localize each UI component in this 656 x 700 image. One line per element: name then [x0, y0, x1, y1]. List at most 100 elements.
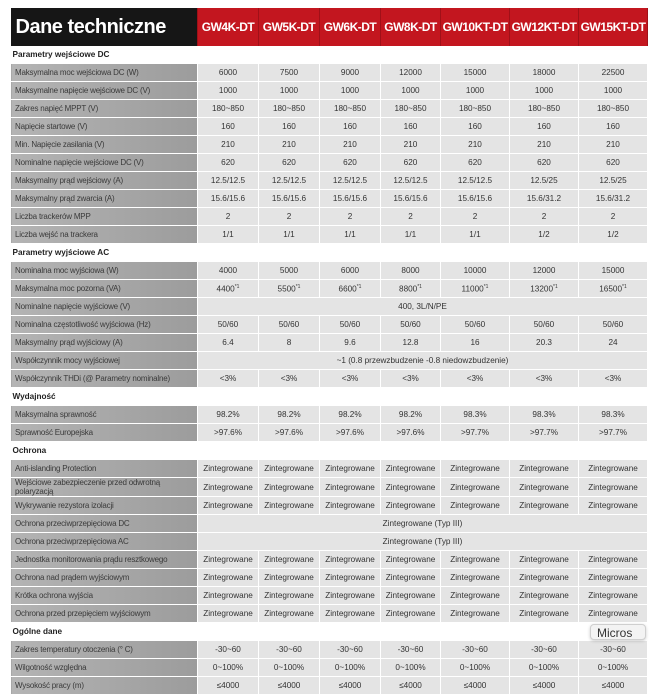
table-row: Współczynnik THDi (@ Parametry nominalne… [10, 369, 648, 388]
table-row: Liczba wejść na trackera 1/1 1/1 1/1 1/1 1/1 1… [10, 225, 648, 244]
value-cell: 15000 [578, 261, 648, 280]
value-text: 2 [610, 212, 616, 221]
value-text: ≤4000 [338, 681, 362, 690]
value-text: 50/60 [602, 320, 624, 329]
value-text: Zintegrowane [588, 482, 638, 492]
section-header-row: Parametry wyjściowe AC [10, 243, 648, 262]
model-header: GW5K-DT [258, 8, 320, 46]
value-cell: -30~60 [509, 640, 579, 659]
value-text: 16 [470, 338, 480, 347]
value-text: Zintegrowane [203, 591, 253, 600]
value-text: Zintegrowane [519, 464, 569, 473]
value-text: Zintegrowane [519, 573, 569, 582]
value-cell: 12.5/12.5 [380, 171, 441, 190]
value-cell: 7500 [258, 63, 320, 82]
value-cell: 1000 [258, 81, 320, 100]
value-cell: Zintegrowane [319, 586, 381, 605]
value-text: 12.5/12.5 [271, 176, 307, 185]
value-text: 620 [282, 158, 296, 167]
value-text: 98.2% [216, 410, 240, 419]
value-text: Zintegrowane [385, 555, 436, 564]
value-cell: 98.3% [440, 405, 510, 424]
value-text: 0~100% [334, 663, 366, 672]
value-text: 210 [343, 140, 357, 149]
value-text: Zintegrowane [450, 464, 500, 473]
value-text: 98.3% [532, 410, 556, 419]
table-row: Maksymalne napięcie wejściowe DC (V) 1000… [10, 81, 648, 100]
value-text: Zintegrowane [203, 501, 253, 510]
row-label: Współczynnik THDi (@ Parametry nominalne… [10, 369, 198, 388]
footnote-marker: *1 [622, 283, 627, 290]
value-cell: 0~100% [578, 658, 648, 677]
value-cell: 210 [197, 135, 259, 154]
value-cell: >97.6% [319, 423, 381, 442]
row-label: Nominalna moc wyjściowa (W) [10, 261, 198, 280]
footnote-marker: *1 [234, 283, 240, 290]
value-text: Zintegrowane [450, 573, 500, 582]
value-cell: -30~60 [380, 640, 441, 659]
value-text: ≤4000 [277, 681, 301, 690]
value-text: Zintegrowane [588, 573, 638, 582]
value-cell: Zintegrowane [578, 586, 648, 605]
value-cell: 6000 [197, 63, 259, 82]
row-label: Krótka ochrona wyjścia [10, 586, 198, 605]
value-cell: Zintegrowane [258, 459, 320, 478]
section-header-row: Ogólne dane [10, 622, 648, 641]
value-text: 98.2% [277, 410, 301, 419]
value-text: 1/1 [469, 230, 481, 239]
value-text: 6000 [218, 68, 238, 77]
value-cell: 4000 [197, 261, 259, 280]
value-text: 1000 [340, 86, 360, 95]
value-cell: >97.6% [380, 423, 441, 442]
value-text: 1/2 [607, 230, 619, 239]
value-text: 13200 [530, 284, 554, 294]
value-cell: 16500*1 [578, 279, 648, 298]
row-label: Maksymalna moc wejściowa DC (W) [10, 63, 198, 82]
value-cell: 10000 [440, 261, 510, 280]
value-text: 620 [343, 158, 357, 167]
value-text: Zintegrowane [264, 609, 314, 618]
value-text: 2 [225, 212, 231, 221]
value-text: <3% [402, 374, 419, 383]
value-cell: 6.4 [197, 333, 259, 352]
table-row: Ochrona przeciwprzepięciowa AC Zintegrowa… [10, 532, 648, 551]
value-text: Zintegrowane [588, 555, 638, 564]
value-cell: 98.3% [509, 405, 579, 424]
value-cell: 180~850 [319, 99, 381, 118]
value-text: 8000 [401, 266, 420, 275]
value-cell: 98.2% [258, 405, 320, 424]
value-cell: 620 [197, 153, 259, 172]
section-title: Ochrona [10, 441, 648, 460]
value-cell: Zintegrowane [509, 477, 579, 497]
value-text: Zintegrowane [203, 464, 253, 473]
value-cell: 12.8 [380, 333, 441, 352]
value-text: -30~60 [397, 645, 424, 654]
value-cell: 620 [578, 153, 648, 172]
value-cell: Zintegrowane [509, 496, 579, 515]
section-header-row: Ochrona [10, 441, 648, 460]
table-row: Krótka ochrona wyjścia Zintegrowane Zinteg… [10, 586, 648, 605]
value-text: 5000 [279, 266, 299, 275]
value-cell: 2 [440, 207, 510, 226]
notification-toast[interactable]: Micros [590, 623, 646, 640]
value-cell: 0~100% [197, 658, 259, 677]
value-text: 8 [286, 338, 292, 347]
value-cell: 2 [258, 207, 320, 226]
value-cell: Zintegrowane [509, 550, 579, 569]
footnote-marker: *1 [356, 283, 362, 290]
table-row: Ochrona nad prądem wyjściowym Zintegrowan… [10, 568, 648, 587]
value-cell: 620 [380, 153, 441, 172]
value-text: <3% [341, 374, 359, 383]
value-cell: 620 [258, 153, 320, 172]
value-text: 15.6/31.2 [526, 194, 562, 203]
value-text: 15.6/15.6 [271, 194, 307, 203]
value-cell: 180~850 [380, 99, 441, 118]
value-text: 1/1 [283, 230, 295, 239]
value-text: ≤4000 [532, 681, 556, 690]
value-text: Zintegrowane [325, 609, 375, 618]
value-text: -30~60 [215, 645, 241, 654]
value-text: 210 [537, 140, 551, 149]
row-label: Wilgotność względna [10, 658, 198, 677]
value-text: 12000 [399, 68, 422, 77]
value-text: >97.6% [396, 428, 425, 437]
